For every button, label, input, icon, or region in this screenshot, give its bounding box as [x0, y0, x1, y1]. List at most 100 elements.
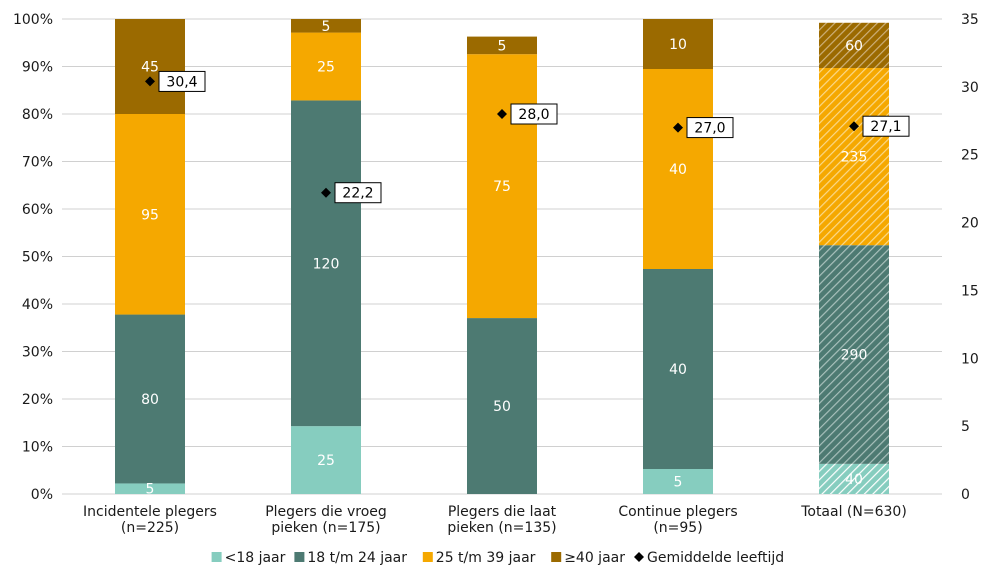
segment-labels: 5 80 95 45 25 120 25 5 50 75 5 5 40 40 10 40 290 235 60 — [141, 19, 867, 498]
x-category-label: pieken (n=135) — [447, 520, 556, 536]
legend-swatch — [551, 552, 562, 562]
bar-segment — [291, 32, 361, 101]
y-left-tick-label: 20% — [22, 392, 53, 408]
average-label-box — [510, 103, 558, 125]
y-left-tick-label: 30% — [22, 345, 53, 361]
legend-label: <18 jaar — [225, 550, 286, 566]
bar-segment — [819, 68, 889, 246]
y-right-tick-label: 10 — [961, 351, 979, 367]
y-left-tick-label: 60% — [22, 202, 53, 218]
x-category-label: Plegers die vroeg — [265, 504, 387, 520]
segment-value-label: 10 — [669, 37, 687, 53]
y-left-tick-label: 80% — [22, 107, 53, 123]
segment-value-label: 290 — [841, 348, 868, 364]
bar-segment — [643, 269, 713, 469]
bar-segment — [115, 314, 185, 484]
average-marker — [849, 121, 859, 132]
y-right-tick-label: 5 — [961, 419, 970, 435]
bar-segment — [467, 54, 537, 319]
average-marker — [497, 109, 507, 119]
y-left-tick-label: 0% — [31, 487, 53, 503]
average-value-label: 27,0 — [694, 121, 725, 137]
average-value-label: 30,4 — [166, 74, 197, 90]
bar-segment — [291, 426, 361, 494]
y-left-tick-label: 90% — [22, 60, 53, 76]
average-marker — [673, 122, 683, 133]
bar-segment — [819, 245, 889, 464]
y-axis-left: 0% 10% 20% 30% 40% 50% 60% 70% 80% 90% 100% — [13, 12, 53, 503]
y-right-tick-label: 15 — [961, 283, 979, 299]
segment-value-label: 60 — [845, 38, 863, 54]
y-left-tick-label: 100% — [13, 12, 53, 28]
average-marker — [145, 76, 155, 87]
legend-swatch — [211, 552, 222, 562]
average-value-label: 27,1 — [870, 119, 901, 135]
legend-label: ≥40 jaar — [564, 550, 625, 566]
average-label-box — [862, 115, 910, 137]
y-right-tick-label: 0 — [961, 487, 970, 503]
x-axis-labels: Incidentele plegers(n=225) Plegers die vr… — [83, 504, 907, 536]
average-value-label: 22,2 — [342, 186, 373, 202]
y-left-tick-label: 10% — [22, 440, 53, 456]
segment-value-label: 5 — [322, 19, 331, 35]
average-label-box — [158, 70, 206, 92]
segment-value-label: 50 — [493, 399, 511, 415]
legend-swatch — [294, 552, 305, 562]
bar-segment — [643, 19, 713, 69]
y-right-tick-label: 35 — [961, 12, 979, 28]
segment-value-label: 5 — [674, 475, 683, 491]
x-category-label: (n=95) — [653, 520, 702, 536]
segment-value-label: 45 — [141, 60, 159, 76]
average-label-box — [334, 182, 382, 204]
legend-swatch — [422, 552, 433, 562]
x-category-label: Incidentele plegers — [83, 504, 217, 520]
x-category-label: Totaal (N=630) — [800, 504, 907, 520]
bar-segment — [643, 469, 713, 494]
legend: <18 jaar 18 t/m 24 jaar 25 t/m 39 jaar ≥40 … — [211, 550, 784, 566]
x-category-label: Plegers die laat — [448, 504, 557, 520]
bars — [115, 19, 889, 494]
segment-value-label: 40 — [669, 362, 687, 378]
segment-value-label: 40 — [845, 472, 863, 488]
bar-segment — [643, 69, 713, 269]
legend-label: 18 t/m 24 jaar — [307, 550, 407, 566]
segment-value-label: 25 — [317, 453, 335, 469]
segment-value-label: 5 — [498, 38, 507, 54]
x-category-label: (n=225) — [121, 520, 179, 536]
average-label-box — [686, 117, 734, 139]
segment-value-label: 40 — [669, 162, 687, 178]
segment-value-label: 80 — [141, 392, 159, 408]
segment-value-label: 235 — [841, 150, 868, 166]
average-value-label: 28,0 — [518, 107, 549, 123]
bar-segment — [291, 19, 361, 33]
y-right-tick-label: 20 — [961, 216, 979, 232]
bar-segment — [819, 463, 889, 494]
x-category-label: pieken (n=175) — [271, 520, 380, 536]
segment-value-label: 95 — [141, 207, 159, 223]
y-left-tick-label: 40% — [22, 297, 53, 313]
y-right-tick-label: 30 — [961, 80, 979, 96]
y-left-tick-label: 50% — [22, 250, 53, 266]
y-left-tick-label: 70% — [22, 155, 53, 171]
bar-segment — [467, 36, 537, 55]
bar-segment — [291, 100, 361, 427]
legend-label: Gemiddelde leeftijd — [647, 550, 784, 566]
bar-segment — [115, 114, 185, 315]
average-marker — [321, 187, 331, 198]
bar-segment — [467, 318, 537, 494]
x-category-label: Continue plegers — [618, 504, 737, 520]
bar-segment — [115, 19, 185, 114]
segment-value-label: 120 — [313, 256, 340, 272]
y-right-tick-label: 25 — [961, 148, 979, 164]
bar-segment — [115, 483, 185, 494]
segment-value-label: 5 — [146, 482, 155, 498]
bar-segment — [819, 22, 889, 69]
segment-value-label: 75 — [493, 179, 511, 195]
segment-value-label: 25 — [317, 60, 335, 76]
average-markers: 30,4 22,2 28,0 27,0 27,1 — [145, 70, 910, 204]
y-axis-right: 0 5 10 15 20 25 30 35 — [961, 12, 979, 503]
legend-label: 25 t/m 39 jaar — [436, 550, 536, 566]
legend-marker — [634, 552, 644, 562]
